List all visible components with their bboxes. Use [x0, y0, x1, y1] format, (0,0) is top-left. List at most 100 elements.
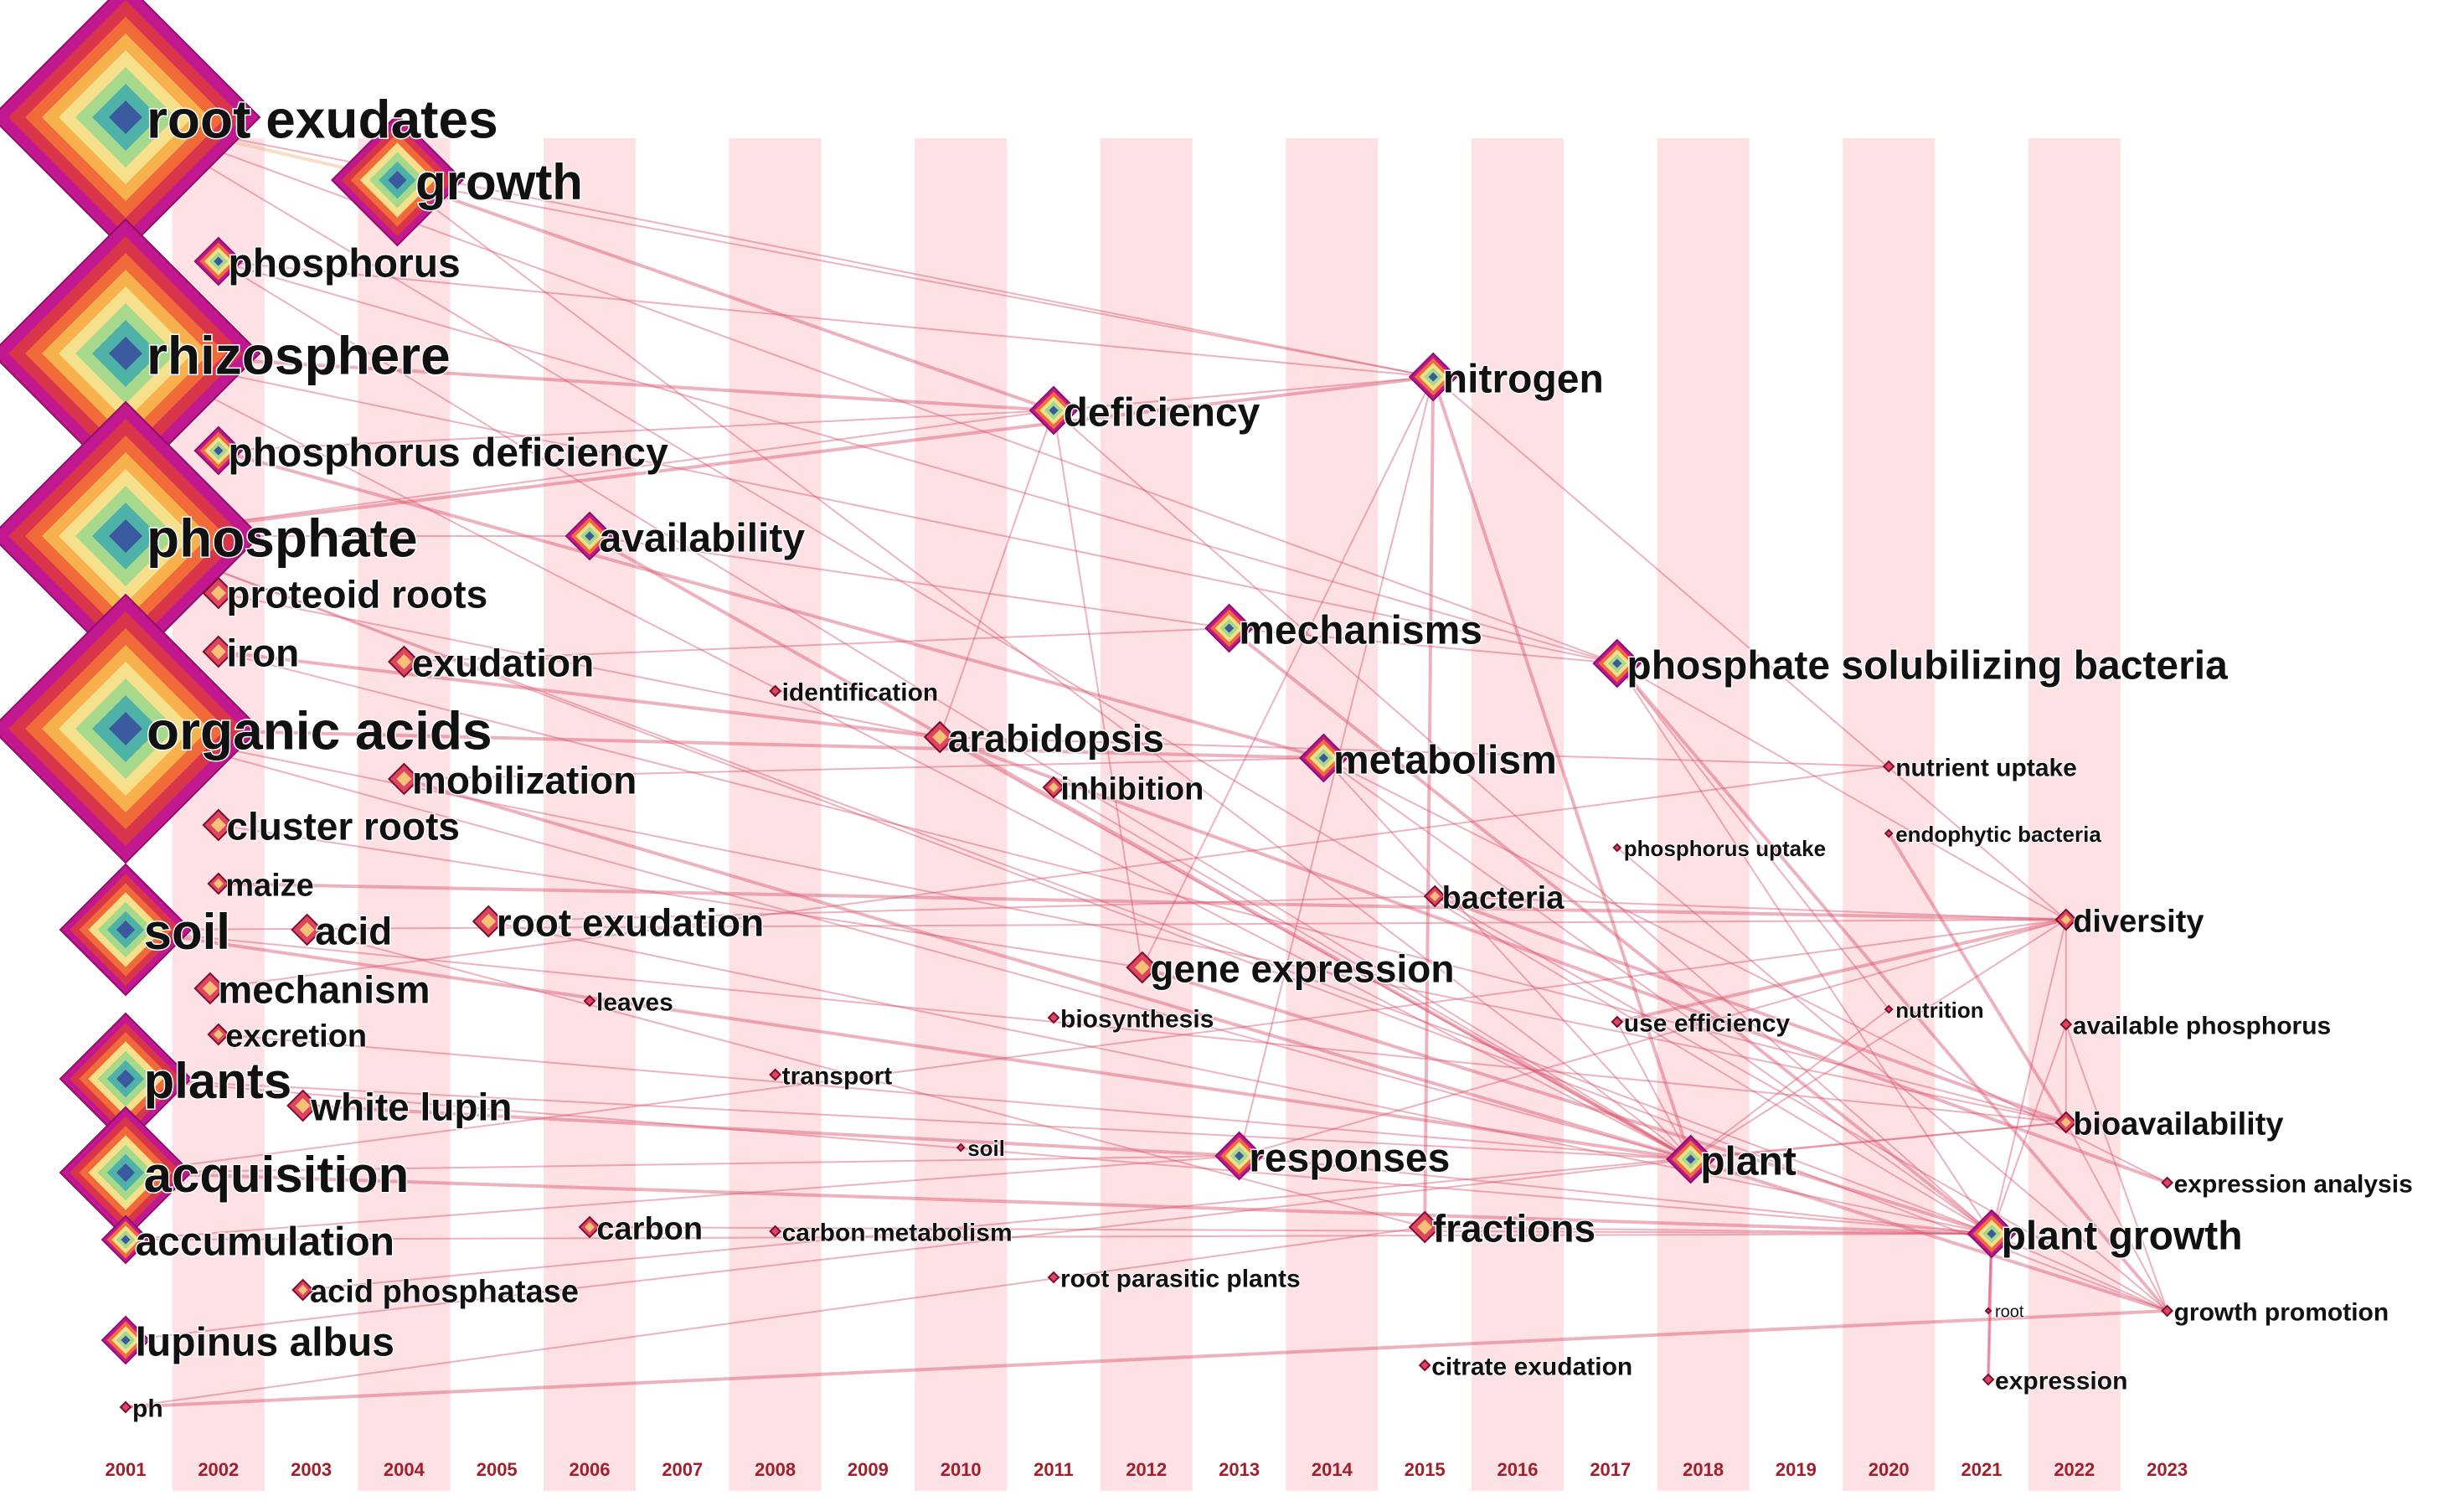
link-proteoid-roots-arabidopsis — [218, 592, 941, 738]
node-phosphorus-uptake[interactable] — [1612, 843, 1622, 853]
node-phosphorus-deficiency[interactable] — [193, 425, 244, 476]
link-metabolism-expression-analysis — [1322, 757, 2168, 1184]
node-leaves[interactable] — [583, 994, 596, 1008]
node-accumulation[interactable] — [101, 1215, 151, 1265]
node-deficiency[interactable] — [1028, 385, 1079, 436]
node-root-exudates[interactable] — [0, 0, 261, 253]
year-tick-2008: 2008 — [755, 1459, 796, 1480]
node-metabolism[interactable] — [1298, 733, 1348, 783]
label-growth-promotion: growth promotion — [2174, 1299, 2389, 1327]
link-phosphorus-deficiency-deficiency — [218, 410, 1054, 451]
year-axis: 2001 2002 2003 2004 2005 2006 2007 2008 2009 2010… — [106, 1459, 2188, 1480]
node-bioavailability[interactable] — [2054, 1111, 2078, 1134]
label-acquisition: acquisition — [144, 1147, 410, 1203]
node-ph[interactable] — [119, 1400, 132, 1414]
label-citrate-exudation: citrate exudation — [1431, 1354, 1632, 1381]
node-phosphate-solubilizing-bacteria[interactable] — [1592, 638, 1642, 689]
node-exudation[interactable] — [387, 645, 420, 678]
node-root-parasitic-plants[interactable] — [1047, 1271, 1060, 1284]
node-arabidopsis[interactable] — [923, 720, 956, 754]
node-rhizosphere[interactable] — [0, 218, 261, 489]
node-inhibition[interactable] — [1042, 776, 1065, 799]
node-nutrition[interactable] — [1884, 1004, 1894, 1014]
label-leaves: leaves — [596, 989, 673, 1017]
link-root-exudation-plant-growth — [487, 921, 1992, 1235]
node-plant-growth[interactable] — [1967, 1209, 2017, 1259]
node-biosynthesis[interactable] — [1047, 1011, 1060, 1024]
link-excretion-plant — [218, 1034, 1691, 1160]
node-transport[interactable] — [769, 1068, 782, 1081]
link-arabidopsis-expression-analysis — [939, 735, 2168, 1184]
link-acid-phosphatase-bioavailability — [302, 1122, 2066, 1291]
node-mobilization[interactable] — [387, 762, 420, 796]
label-arabidopsis: arabidopsis — [948, 717, 1164, 761]
node-mechanism[interactable] — [193, 972, 227, 1005]
year-tick-2012: 2012 — [1126, 1459, 1167, 1480]
node-identification[interactable] — [769, 684, 782, 698]
node-availability[interactable] — [564, 511, 615, 561]
label-diversity: diversity — [2073, 905, 2204, 940]
node-diversity[interactable] — [2054, 908, 2078, 931]
node-maize[interactable] — [207, 872, 230, 895]
link-plants-plant-growth — [125, 1078, 1992, 1235]
link-growth-plant — [396, 179, 1692, 1160]
node-expression[interactable] — [1982, 1373, 1995, 1386]
node-gene-expression[interactable] — [1126, 951, 1159, 984]
node-acid-phosphatase[interactable] — [291, 1278, 315, 1302]
link-mobilization-plant — [403, 777, 1692, 1161]
link-inhibition-plant — [1053, 787, 1692, 1160]
year-tick-2011: 2011 — [1034, 1459, 1074, 1480]
node-organic-acids[interactable] — [0, 593, 261, 864]
node-mechanisms[interactable] — [1204, 603, 1255, 653]
node-root[interactable] — [1984, 1307, 1992, 1315]
node-carbon[interactable] — [578, 1215, 601, 1239]
label-nitrogen: nitrogen — [1443, 357, 1604, 401]
year-band-2010 — [915, 138, 1008, 1491]
node-nutrient-uptake[interactable] — [1882, 760, 1895, 773]
node-bacteria[interactable] — [1423, 885, 1446, 908]
node-use-efficiency[interactable] — [1611, 1015, 1624, 1029]
node-lupinus-albus[interactable] — [101, 1315, 151, 1365]
link-mechanisms-phosphate-solubilizing-bacteria — [1229, 627, 1617, 664]
node-acid[interactable] — [291, 913, 324, 946]
node-growth-promotion[interactable] — [2161, 1304, 2174, 1318]
node-plant[interactable] — [1666, 1134, 1716, 1184]
node-expression-analysis[interactable] — [2161, 1176, 2174, 1189]
node-excretion[interactable] — [207, 1023, 230, 1046]
link-phosphate-solubilizing-bacteria-plant-growth — [1616, 663, 1992, 1235]
node-white-lupin[interactable] — [286, 1089, 320, 1122]
node-phosphate[interactable] — [0, 400, 261, 672]
node-endophytic-bacteria[interactable] — [1884, 828, 1894, 838]
year-tick-2010: 2010 — [941, 1459, 982, 1480]
node-available-phosphorus[interactable] — [2059, 1018, 2073, 1031]
node-soil-small[interactable] — [956, 1142, 966, 1153]
node-proteoid-roots[interactable] — [202, 576, 235, 610]
label-root-parasitic-plants: root parasitic plants — [1060, 1266, 1301, 1293]
label-plant: plant — [1700, 1139, 1796, 1184]
link-acquisition-responses — [125, 1155, 1240, 1173]
link-deficiency-arabidopsis — [939, 410, 1054, 738]
node-root-exudation[interactable] — [472, 905, 505, 938]
node-iron[interactable] — [202, 635, 235, 668]
year-tick-2015: 2015 — [1405, 1459, 1446, 1480]
label-exudation: exudation — [412, 642, 594, 685]
link-phosphate-growth-promotion — [125, 535, 2168, 1312]
label-endophytic-bacteria: endophytic bacteria — [1895, 822, 2101, 847]
link-mobilization-metabolism — [404, 757, 1324, 780]
node-citrate-exudation[interactable] — [1418, 1359, 1431, 1372]
link-responses-diversity — [1239, 919, 2067, 1157]
node-acquisition[interactable] — [59, 1106, 193, 1240]
label-acid: acid — [315, 910, 392, 953]
link-phosphorus-phosphate-solubilizing-bacteria — [218, 260, 1618, 664]
node-responses[interactable] — [1214, 1131, 1265, 1181]
year-tick-2002: 2002 — [198, 1459, 239, 1480]
label-responses: responses — [1249, 1136, 1450, 1180]
node-growth[interactable] — [330, 113, 464, 247]
node-soil[interactable] — [59, 863, 193, 997]
node-cluster-roots[interactable] — [202, 808, 235, 842]
node-phosphorus[interactable] — [193, 236, 244, 286]
node-nitrogen[interactable] — [1408, 352, 1458, 402]
node-fractions[interactable] — [1408, 1210, 1441, 1244]
link-soil-plant — [125, 928, 1691, 1161]
node-carbon-metabolism[interactable] — [769, 1225, 782, 1238]
